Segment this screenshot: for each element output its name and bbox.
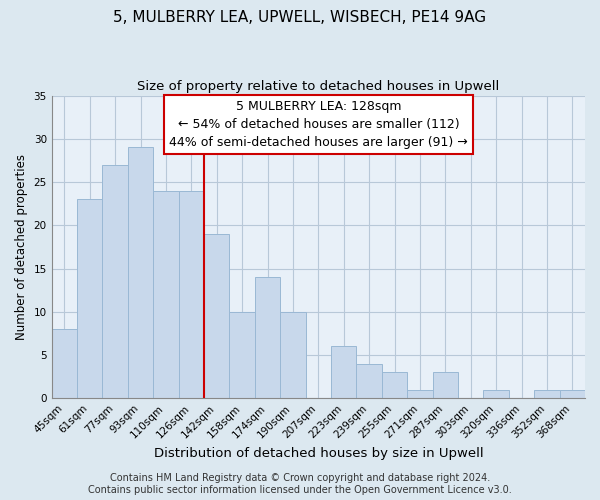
Bar — [103, 165, 128, 398]
Bar — [331, 346, 356, 399]
Bar — [52, 329, 77, 398]
Bar — [153, 190, 179, 398]
Bar — [407, 390, 433, 398]
X-axis label: Distribution of detached houses by size in Upwell: Distribution of detached houses by size … — [154, 447, 483, 460]
Bar — [204, 234, 229, 398]
Bar — [534, 390, 560, 398]
Bar — [229, 312, 255, 398]
Bar — [484, 390, 509, 398]
Text: 5 MULBERRY LEA: 128sqm
← 54% of detached houses are smaller (112)
44% of semi-de: 5 MULBERRY LEA: 128sqm ← 54% of detached… — [169, 100, 468, 149]
Bar — [77, 200, 103, 398]
Bar — [280, 312, 305, 398]
Y-axis label: Number of detached properties: Number of detached properties — [15, 154, 28, 340]
Text: Contains HM Land Registry data © Crown copyright and database right 2024.
Contai: Contains HM Land Registry data © Crown c… — [88, 474, 512, 495]
Bar — [382, 372, 407, 398]
Title: Size of property relative to detached houses in Upwell: Size of property relative to detached ho… — [137, 80, 499, 93]
Bar — [560, 390, 585, 398]
Bar — [128, 148, 153, 398]
Bar — [433, 372, 458, 398]
Text: 5, MULBERRY LEA, UPWELL, WISBECH, PE14 9AG: 5, MULBERRY LEA, UPWELL, WISBECH, PE14 9… — [113, 10, 487, 25]
Bar — [356, 364, 382, 398]
Bar — [255, 277, 280, 398]
Bar — [179, 190, 204, 398]
